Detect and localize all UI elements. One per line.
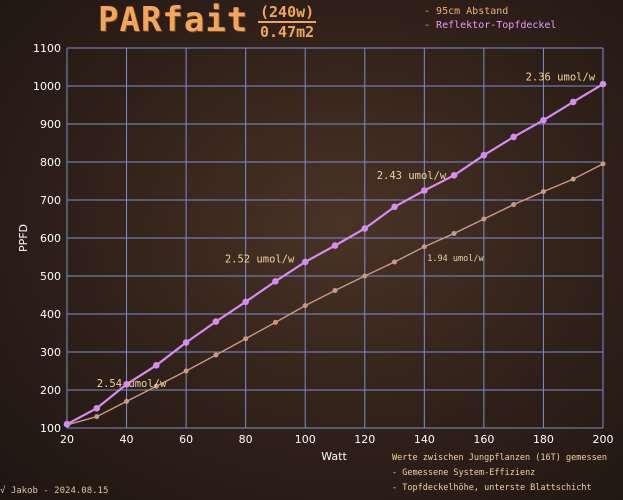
data-point [421,187,428,194]
data-point [510,133,517,141]
annotation-label: 1.94 umol/w [427,254,484,264]
data-point [153,362,160,369]
chart-ticks: 20 40 60 80 100 120 140 160 180 200 100 200 300 400 50… [33,42,614,446]
data-point [93,404,101,412]
x-tick-label: 160 [473,433,494,446]
x-axis-label: Watt [321,450,347,463]
data-point [480,151,488,159]
data-point [569,98,577,106]
data-point [391,203,398,211]
data-point [331,242,339,249]
lamp-wattage: (240w) [258,3,317,23]
x-tick-label: 180 [533,433,554,446]
data-point [392,259,398,265]
chart-annotations: 2.54 umol/w 2.52 umol/w 2.43 umol/w 1.94 um… [97,71,596,390]
annotation-label: 2.52 umol/w [225,254,295,266]
data-point [63,420,71,428]
y-tick-label: 1000 [33,80,61,93]
x-tick-label: 100 [295,433,316,446]
annotation-label: 2.54 umol/w [97,378,167,390]
y-tick-label: 600 [40,232,61,245]
data-point [153,383,159,389]
data-point [511,202,517,208]
data-point [361,225,369,232]
author-signature: √ Jakob - 2024.08.15 [0,486,109,496]
data-point [540,189,546,195]
data-point [94,414,100,420]
data-point [212,318,220,325]
y-tick-label: 700 [40,194,61,207]
chart-legend: 95cm Abstand Reflektor-Topfdeckel [424,5,556,33]
y-tick-label: 400 [40,308,61,321]
annotation-label: 2.36 umol/w [526,71,596,83]
x-tick-label: 200 [593,433,614,446]
y-tick-label: 1100 [33,42,61,55]
lamp-area: 0.47m2 [260,23,315,41]
data-point [242,298,249,306]
y-tick-label: 300 [40,346,61,359]
x-tick-label: 20 [60,433,74,446]
lamp-spec: (240w) 0.47m2 [258,3,317,41]
data-point [272,278,279,285]
x-tick-label: 120 [354,433,375,446]
y-tick-label: 100 [40,422,61,435]
data-point [540,116,547,124]
y-tick-label: 800 [40,156,61,169]
data-point [481,216,487,222]
x-tick-label: 80 [239,433,253,446]
data-point [272,319,278,325]
y-tick-label: 500 [40,270,61,283]
series-line-1 [66,83,604,426]
data-point [451,230,457,236]
data-point [570,176,576,182]
data-point [301,258,309,266]
data-point [362,273,368,279]
chart-series [63,80,607,428]
data-point [332,287,338,293]
x-tick-label: 140 [414,433,435,446]
data-point [123,381,130,388]
chart-grid [66,47,604,429]
note-line-2: Gemessene System-Effizienz [392,466,607,481]
x-tick-label: 40 [120,433,134,446]
data-point [183,368,189,374]
data-point [302,303,308,309]
measurement-notes: Werte zwischen Jungpflanzen (16T) gemess… [392,451,607,496]
brand-title: PARfait [98,0,249,40]
x-tick-label: 60 [179,433,193,446]
legend-item-reflector: Reflektor-Topfdeckel [424,19,556,33]
data-point [600,161,606,167]
data-point [213,352,219,358]
legend-item-distance: 95cm Abstand [424,5,556,19]
note-line-1: Werte zwischen Jungpflanzen (16T) gemess… [392,453,607,463]
data-point [243,336,249,342]
note-line-3: Topfdeckelhöhe, unterste Blattschicht [392,481,607,496]
data-point [421,244,427,250]
annotation-label: 2.43 umol/w [377,170,447,182]
data-point [599,80,607,88]
data-point [450,172,458,179]
data-point [124,398,130,404]
y-tick-label: 200 [40,384,61,397]
y-axis-label: PPFD [17,224,30,252]
y-tick-label: 900 [40,118,61,131]
data-point [182,339,190,346]
